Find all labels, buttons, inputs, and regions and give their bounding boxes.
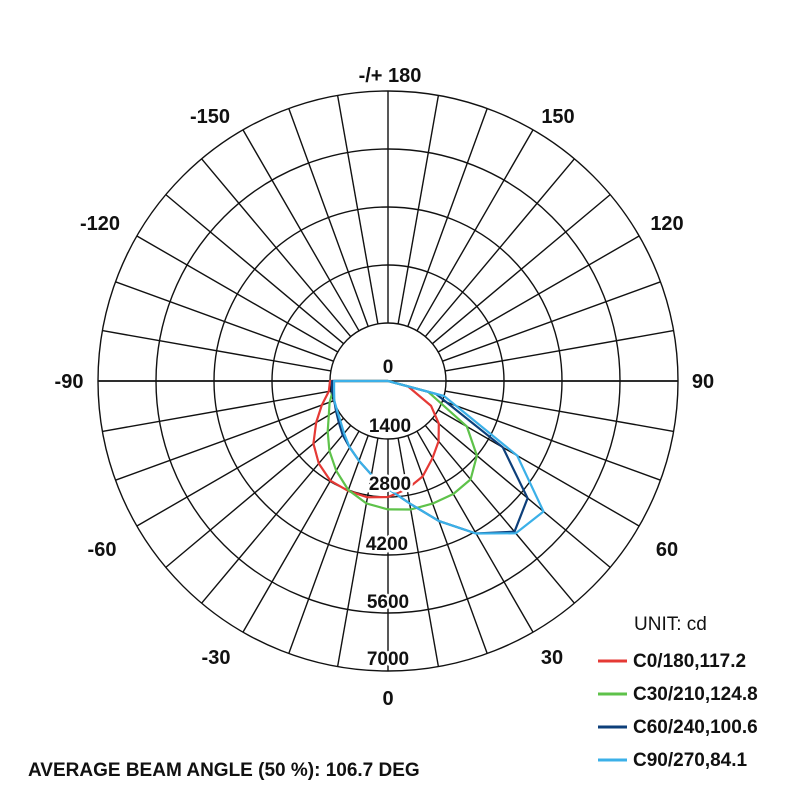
grid-spoke <box>336 437 379 667</box>
legend: C0/180,117.2 C30/210,124.8 C60/240,100.6 C9… <box>598 651 758 771</box>
grid-spoke <box>442 400 661 481</box>
grid-spoke <box>424 424 575 604</box>
grid-spoke <box>136 235 339 353</box>
angle-label: -150 <box>190 106 230 128</box>
grid-spoke <box>437 235 640 353</box>
angle-label: -90 <box>55 371 84 393</box>
angle-labels: 0 30 60 90 120 150 -/+ 180 -150 -120 -90 -60 -30 <box>55 65 715 710</box>
angle-label: -30 <box>202 647 231 669</box>
grid-spoke <box>242 430 360 633</box>
angle-label: -/+ 180 <box>359 65 422 87</box>
grid-spoke <box>102 390 332 433</box>
legend-entry: C90/270,84.1 <box>633 750 748 771</box>
grid-spoke <box>136 409 339 527</box>
grid-spoke <box>288 435 369 654</box>
grid-spoke <box>444 329 674 372</box>
grid-spoke <box>102 329 332 372</box>
series-curve <box>333 379 545 535</box>
grid-spoke <box>407 435 488 654</box>
grid-spoke <box>442 281 661 362</box>
legend-entry: C0/180,117.2 <box>633 651 746 672</box>
grid-spoke <box>437 409 640 527</box>
radial-tick-label: 0 <box>383 357 394 378</box>
beam-angle-footer: AVERAGE BEAM ANGLE (50 %): 106.7 DEG <box>28 760 420 781</box>
grid-spoke <box>242 129 360 332</box>
grid-spoke <box>201 158 352 338</box>
grid-spoke <box>397 95 440 325</box>
angle-label: -60 <box>88 539 117 561</box>
grid-spoke <box>201 424 352 604</box>
grid-spoke <box>115 281 334 362</box>
angle-label: 120 <box>650 213 683 235</box>
grid-spoke <box>424 158 575 338</box>
series-curve <box>312 379 440 499</box>
radial-tick-labels: 0 1400 2800 4200 5600 7000 <box>363 355 413 673</box>
intensity-curves <box>312 379 545 535</box>
angle-label: 60 <box>656 539 678 561</box>
radial-tick-label: 5600 <box>367 592 409 613</box>
grid-spoke <box>444 390 674 433</box>
series-curve <box>326 379 478 511</box>
grid-spoke <box>288 108 369 327</box>
grid-spoke <box>336 95 379 325</box>
legend-entry: C60/240,100.6 <box>633 717 758 738</box>
grid-spoke <box>431 417 611 568</box>
grid-spoke <box>397 437 440 667</box>
radial-tick-label: 7000 <box>367 649 409 670</box>
radial-tick-label: 4200 <box>366 534 408 555</box>
angle-label: -120 <box>80 213 120 235</box>
angle-label: 150 <box>541 106 574 128</box>
grid-spoke <box>165 194 345 345</box>
radial-tick-label: 2800 <box>369 474 411 495</box>
angle-label: 30 <box>541 647 563 669</box>
legend-entry: C30/210,124.8 <box>633 684 758 705</box>
radial-tick-label: 1400 <box>369 416 411 437</box>
grid-spoke <box>407 108 488 327</box>
grid-spoke <box>115 400 334 481</box>
grid-spoke <box>416 129 534 332</box>
angle-label: 0 <box>382 688 393 710</box>
unit-label: UNIT: cd <box>634 614 707 635</box>
grid-spoke <box>165 417 345 568</box>
grid-spoke <box>431 194 611 345</box>
angle-label: 90 <box>692 371 714 393</box>
grid-spoke <box>416 430 534 633</box>
